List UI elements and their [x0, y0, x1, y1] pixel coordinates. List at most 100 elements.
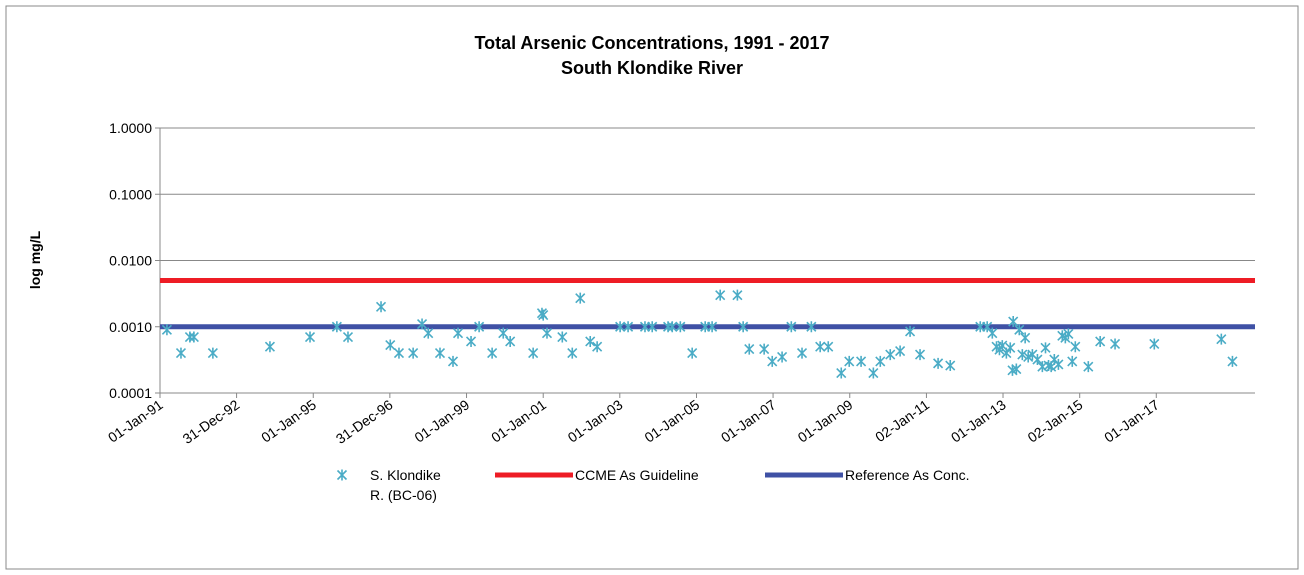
legend-label: S. Klondike R. (BC-06): [370, 467, 441, 503]
data-point: [175, 347, 187, 359]
data-point: [416, 318, 428, 330]
data-point: [452, 327, 464, 339]
data-point: [541, 327, 553, 339]
data-point: [905, 325, 916, 337]
legend-label: Reference As Conc.: [845, 467, 970, 483]
data-point: [707, 321, 718, 333]
data-point: [592, 341, 603, 353]
data-point: [868, 367, 879, 379]
data-point: [823, 341, 834, 353]
legend-item: CCME As Guideline: [495, 465, 775, 485]
data-point: [738, 321, 749, 333]
chart-title: Total Arsenic Concentrations, 1991 - 201…: [474, 33, 829, 53]
data-point: [1063, 328, 1074, 340]
data-point: [987, 327, 998, 339]
y-tick-label: 0.0100: [109, 253, 152, 269]
data-point: [538, 309, 549, 321]
data-point: [498, 327, 509, 339]
data-point: [1011, 363, 1022, 375]
data-point: [408, 347, 419, 359]
data-point: [557, 331, 568, 343]
data-point: [914, 349, 926, 361]
data-point: [1040, 342, 1051, 354]
chart-border: [5, 5, 1299, 570]
data-point: [385, 339, 396, 351]
data-point: [895, 345, 906, 357]
data-point: [1017, 349, 1028, 361]
data-point: [375, 301, 387, 313]
data-point: [304, 331, 316, 343]
data-point: [434, 347, 446, 359]
data-point: [744, 343, 755, 355]
data-point: [667, 321, 678, 333]
data-point: [759, 343, 770, 355]
y-tick-label: 0.0010: [109, 319, 152, 335]
legend-swatch: [765, 472, 843, 478]
data-point: [982, 321, 993, 333]
data-point: [1053, 358, 1064, 370]
data-point: [806, 321, 817, 333]
data-point: [342, 331, 354, 343]
data-point: [875, 355, 886, 367]
legend-swatch: [495, 472, 573, 478]
legend-swatch: [336, 469, 348, 481]
y-axis-label: log mg/L: [27, 230, 43, 289]
data-point: [1067, 355, 1078, 367]
data-point: [585, 335, 596, 347]
legend-marker: [336, 469, 348, 481]
data-point: [1070, 341, 1081, 353]
data-point: [575, 292, 586, 304]
legend: S. Klondike R. (BC-06) CCME As Guideline R…: [0, 457, 1304, 517]
data-point: [786, 321, 797, 333]
data-point: [1001, 347, 1012, 359]
data-point: [615, 321, 626, 333]
data-point: [856, 355, 867, 367]
data-point: [1109, 338, 1121, 350]
legend-item: Reference As Conc.: [765, 465, 1045, 485]
data-point: [1095, 335, 1106, 347]
data-point: [777, 351, 788, 363]
data-point: [675, 321, 686, 333]
y-tick-label: 1.0000: [109, 120, 152, 136]
legend-label: CCME As Guideline: [575, 467, 699, 483]
data-point: [1227, 355, 1238, 367]
data-point: [1032, 354, 1043, 366]
data-point: [836, 367, 847, 379]
data-point: [188, 331, 199, 343]
data-point: [528, 347, 539, 359]
y-tick-label: 0.0001: [109, 385, 152, 401]
data-point: [423, 327, 434, 339]
chart-subtitle: South Klondike River: [561, 58, 743, 78]
data-point: [715, 289, 726, 301]
data-point: [331, 321, 342, 333]
data-point: [393, 347, 405, 359]
data-point: [465, 335, 477, 347]
data-point: [474, 321, 485, 333]
data-point: [207, 347, 218, 359]
data-point: [447, 355, 459, 367]
data-point: [161, 324, 172, 336]
data-point: [1020, 332, 1031, 344]
data-point: [945, 360, 956, 372]
data-point: [687, 347, 698, 359]
data-point: [767, 355, 778, 367]
data-point: [623, 321, 634, 333]
data-point: [639, 321, 651, 333]
data-point: [487, 347, 498, 359]
data-point: [933, 357, 944, 369]
y-tick-label: 0.1000: [109, 186, 152, 202]
data-point: [505, 335, 516, 347]
data-point: [815, 341, 826, 353]
data-point: [885, 349, 896, 361]
data-point: [732, 289, 743, 301]
legend-item: S. Klondike R. (BC-06): [330, 465, 450, 505]
data-point: [1149, 338, 1160, 350]
data-point: [567, 347, 578, 359]
data-point: [264, 341, 276, 353]
data-point: [1083, 361, 1094, 373]
data-point: [1014, 324, 1025, 336]
data-point: [1216, 333, 1227, 345]
data-point: [1005, 342, 1016, 354]
